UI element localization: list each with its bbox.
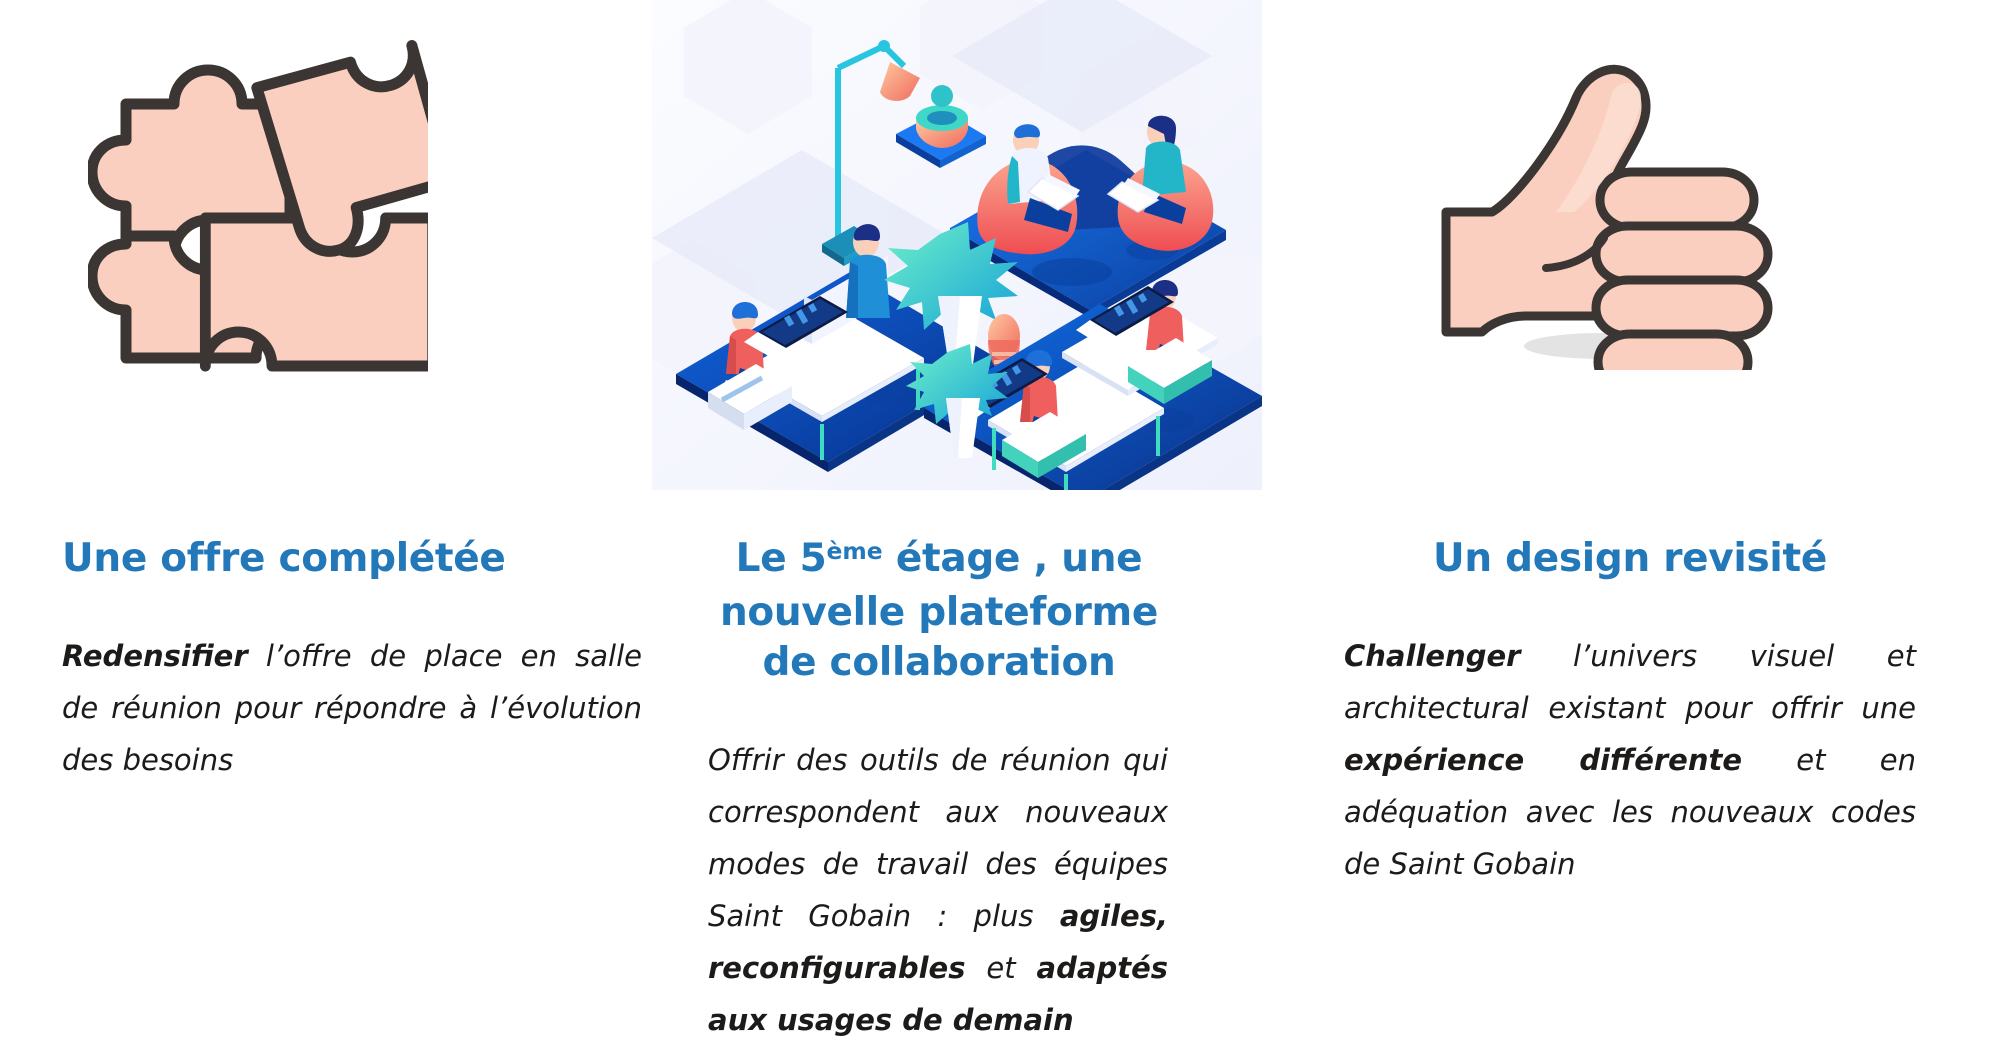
heading-prefix: Le 5 [735,536,827,581]
body-part-1-design: l’univers visuel et architectural exista… [1344,639,1916,725]
body-text-etage: Offrir des outils de réunion qui corresp… [708,734,1168,1046]
illustration-area-offre [62,0,642,500]
page-title-etage: Le 5ème étage , une nouvelle plateforme … [704,534,1174,688]
thumbs-up-icon [1441,64,1773,370]
body-part-2: et [965,951,1037,985]
platform-desk-right [924,280,1262,490]
body-text-offre: Redensifier l’offre de place en salle de… [62,630,642,786]
body-text-design: Challenger l’univers visuel et architect… [1344,630,1916,890]
page-title-offre: Une offre complétée [62,536,506,581]
heading-ordinal-suffix: ème [826,536,883,565]
puzzle-pieces-icon [88,40,428,372]
illustration-area-etage [652,0,1300,500]
illustration-area-design [1344,0,1914,500]
body-bold-1-design: expérience différente [1344,743,1743,777]
body-lead-design: Challenger [1344,639,1521,673]
body-lead-offre: Redensifier [62,639,248,673]
plant-lower [906,344,1008,458]
pedestal-pot [896,85,986,168]
body-part-1: Offrir des outils de réunion qui corresp… [708,743,1168,933]
body-part-2-design: et en adéquation avec les nouveaux codes… [1344,743,1916,881]
heading-suffix: étage , une nouvelle plateforme de colla… [719,536,1159,685]
column-offre: Une offre complétée Redensifier l’offre … [0,0,700,955]
page-title-design: Un design revisité [1433,536,1827,581]
platform-desk-left [676,224,1002,472]
thumb-highlight [1556,83,1641,212]
platform-lounge [950,115,1228,318]
isometric-office-collaboration-image [652,0,1262,490]
column-etage: Le 5ème étage , une nouvelle plateforme … [652,0,1300,1037]
body-rest-offre: l’offre de place en salle de réunion pou… [62,639,642,777]
column-design: Un design revisité Challenger l’univers … [1300,0,2000,955]
